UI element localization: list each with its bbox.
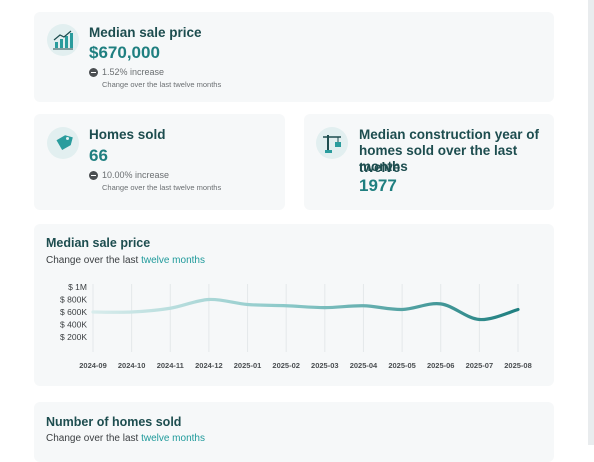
x-tick-label: 2024-10 xyxy=(118,361,146,370)
change-indicator-icon xyxy=(89,67,98,77)
homes-chart-subtitle: Change over the last twelve months xyxy=(46,433,205,444)
x-tick-label: 2024-12 xyxy=(195,361,223,370)
y-tick-label: $ 800K xyxy=(60,295,87,305)
price-tag-icon xyxy=(47,127,79,159)
y-tick-label: $ 1M xyxy=(68,282,87,292)
median-price-value: $670,000 xyxy=(89,43,160,62)
y-tick-label: $ 400K xyxy=(60,320,87,330)
construction-year-card: Median construction year of homes sold o… xyxy=(304,114,554,210)
construction-year-title-line-1: Median construction year of xyxy=(359,127,540,142)
x-tick-label: 2025-01 xyxy=(234,361,262,370)
chart-growth-icon xyxy=(47,24,79,56)
construction-year-title-line-3: months xyxy=(359,159,408,174)
homes-chart-subtitle-prefix: Change over the last xyxy=(46,433,142,444)
homes-sold-note: Change over the last twelve months xyxy=(102,183,222,192)
x-tick-label: 2025-03 xyxy=(311,361,339,370)
x-tick-label: 2024-09 xyxy=(79,361,107,370)
homes-sold-value: 66 xyxy=(89,146,108,165)
x-tick-label: 2025-07 xyxy=(466,361,494,370)
construction-year-value: 1977 xyxy=(359,176,397,195)
homes-chart-subtitle-accent: twelve months xyxy=(141,433,205,444)
construction-year-title-line-2: homes sold over the last twelve xyxy=(359,143,518,175)
crane-icon xyxy=(316,127,348,159)
median-price-note: Change over the last twelve months xyxy=(102,80,222,89)
x-tick-label: 2024-11 xyxy=(157,361,184,370)
homes-sold-card: Homes sold 66 10.00% increase Change ove… xyxy=(34,114,285,210)
x-tick-label: 2025-08 xyxy=(504,361,532,370)
y-tick-label: $ 200K xyxy=(60,332,87,342)
homes-sold-change-text: 10.00% increase xyxy=(102,170,170,180)
x-tick-label: 2025-02 xyxy=(272,361,300,370)
median-price-card: Median sale price $670,000 1.52% increas… xyxy=(34,12,554,102)
homes-sold-title: Homes sold xyxy=(89,127,166,142)
x-tick-label: 2025-05 xyxy=(388,361,416,370)
price-chart-subtitle-prefix: Change over the last xyxy=(46,255,142,266)
price-chart-title: Median sale price xyxy=(46,236,151,250)
median-price-title: Median sale price xyxy=(89,25,202,40)
median-price-change: 1.52% increase xyxy=(89,67,164,77)
median-price-line-chart: $ 1M $ 800K $ 600K $ 400K $ 200K 2024-09 2024… xyxy=(60,282,532,370)
x-tick-label: 2025-04 xyxy=(350,361,378,370)
window-edge xyxy=(588,0,594,445)
y-tick-label: $ 600K xyxy=(60,307,87,317)
price-chart-subtitle-accent: twelve months xyxy=(141,255,205,266)
homes-chart-title: Number of homes sold xyxy=(46,415,182,429)
price-chart-subtitle: Change over the last twelve months xyxy=(46,255,205,266)
change-indicator-icon xyxy=(89,170,98,180)
x-tick-label: 2025-06 xyxy=(427,361,455,370)
median-price-series-line xyxy=(91,297,520,322)
homes-sold-change: 10.00% increase xyxy=(89,170,169,180)
median-price-change-text: 1.52% increase xyxy=(102,67,165,77)
homes-chart-card: Number of homes sold Change over the las… xyxy=(34,402,554,462)
